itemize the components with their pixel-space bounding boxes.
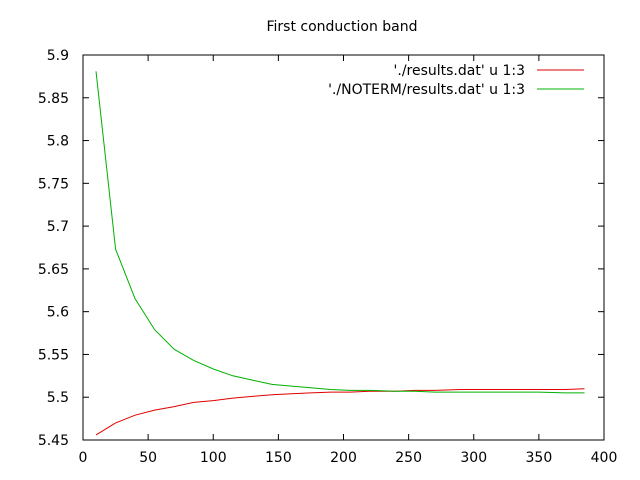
x-tick-label: 100 <box>200 450 227 466</box>
x-tick-label: 250 <box>395 450 422 466</box>
x-tick-label: 300 <box>460 450 487 466</box>
series-lines <box>95 71 585 436</box>
y-tick-label: 5.5 <box>47 390 69 406</box>
y-tick-label: 5.55 <box>38 347 69 363</box>
x-tick-label: 150 <box>265 450 292 466</box>
x-tick-label: 200 <box>330 450 357 466</box>
legend-label: './NOTERM/results.dat' u 1:3 <box>328 82 525 98</box>
series-line-2 <box>95 71 585 394</box>
y-tick-label: 5.85 <box>38 91 69 107</box>
y-tick-label: 5.75 <box>38 176 69 192</box>
x-tick-label: 0 <box>79 450 88 466</box>
y-tick-label: 5.7 <box>47 219 69 235</box>
y-tick-label: 5.8 <box>47 134 69 150</box>
y-tick-label: 5.6 <box>47 305 69 321</box>
series-line-1 <box>95 388 585 436</box>
legend: './results.dat' u 1:3 './NOTERM/results.d… <box>328 63 584 98</box>
x-tick-label: 50 <box>139 450 157 466</box>
x-tick-label: 400 <box>591 450 618 466</box>
y-tick-label: 5.65 <box>38 262 69 278</box>
y-axis: 5.45 5.5 5.55 5.6 5.65 5.7 5.75 5.8 5.85 5.9 <box>38 48 604 449</box>
legend-label: './results.dat' u 1:3 <box>394 63 525 79</box>
x-tick-label: 350 <box>526 450 553 466</box>
y-tick-label: 5.45 <box>38 433 69 449</box>
chart-title: First conduction band <box>267 19 418 35</box>
x-axis: 0 50 100 150 200 250 300 350 400 <box>79 55 618 466</box>
y-tick-label: 5.9 <box>47 48 69 64</box>
